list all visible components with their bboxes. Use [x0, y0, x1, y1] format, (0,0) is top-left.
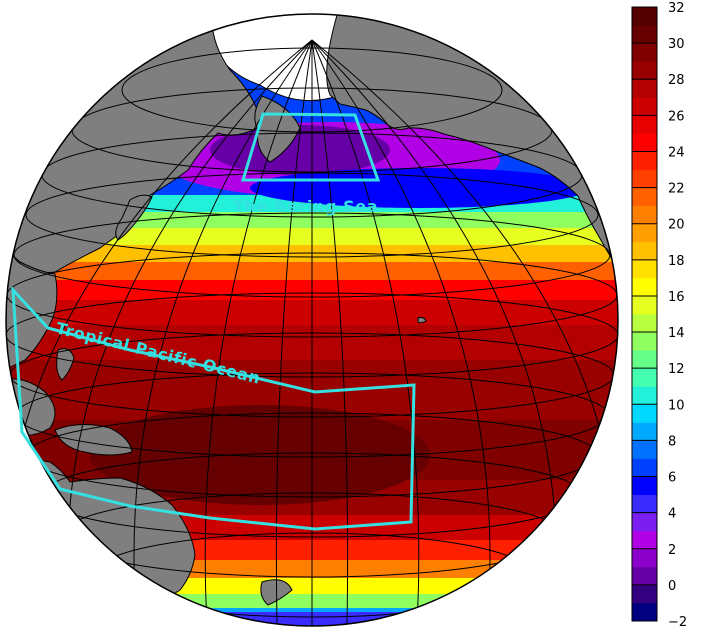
longitude-line [311, 39, 420, 626]
colorbar-tick-label: 32 [668, 1, 685, 16]
warm-pool [90, 405, 430, 505]
colorbar-swatch [632, 97, 657, 116]
north-pacific-cool-band [250, 168, 590, 208]
colorbar-swatch [632, 61, 657, 80]
colorbar-swatch [632, 584, 657, 604]
bering-sea-region-box [240, 112, 381, 182]
colorbar-tick-label: −2 [668, 615, 687, 630]
colorbar-swatch [632, 187, 657, 207]
colorbar-tick-label: 30 [668, 37, 685, 52]
colorbar-swatch [632, 404, 657, 423]
colorbar-swatch [632, 241, 657, 261]
colorbar-swatch [632, 133, 657, 152]
colorbar-tick-label: 14 [668, 326, 685, 341]
colorbar-swatch [632, 115, 657, 134]
colorbar-tick-label: 24 [668, 145, 685, 160]
colorbar-swatch [632, 476, 657, 495]
colorbar-swatch [632, 332, 657, 351]
colorbar-swatch [632, 350, 657, 369]
colorbar-swatch [632, 566, 657, 586]
colorbar-swatch [632, 169, 657, 188]
colorbar-tick-label: 12 [668, 362, 685, 377]
colorbar-swatch [632, 43, 657, 62]
colorbar-swatch [632, 223, 657, 243]
colorbar-tick-label: 20 [668, 218, 685, 233]
colorbar-swatch [632, 314, 657, 333]
colorbar-swatch [632, 458, 657, 477]
colorbar-tick-label: 6 [668, 471, 676, 486]
colorbar-swatch [632, 368, 657, 387]
colorbar-swatch [632, 530, 657, 550]
colorbar-swatch [632, 602, 657, 622]
colorbar-swatch [632, 79, 657, 98]
longitude-line [311, 39, 491, 626]
colorbar-swatch [632, 7, 657, 26]
colorbar-tick-label: 18 [668, 254, 685, 269]
colorbar-tick-label: 4 [668, 507, 676, 522]
colorbar-tick-label: 26 [668, 109, 685, 124]
colorbar-swatch [632, 512, 657, 532]
tropical-pacific-region-box [11, 285, 416, 531]
colorbar-swatch [632, 494, 657, 514]
colorbar-swatch [632, 295, 657, 315]
colorbar-tick-label: 2 [668, 543, 676, 558]
colorbar-swatch [632, 277, 657, 297]
colorbar-swatches [632, 7, 657, 622]
colorbar-tick-label: 28 [668, 73, 685, 88]
colorbar-swatch [632, 151, 657, 170]
land-mass [56, 348, 75, 381]
colorbar-swatch [632, 440, 657, 459]
colorbar-tick-label: 0 [668, 579, 676, 594]
globe-map: The Bering Sea Tropical Pacific Ocean [5, 13, 619, 627]
longitude-line [275, 39, 313, 626]
colorbar-swatch [632, 422, 657, 441]
colorbar-tick-label: 10 [668, 398, 685, 413]
longitude-line [204, 39, 313, 626]
globe-outline [5, 13, 619, 627]
bering-sea-label: The Bering Sea [233, 197, 378, 216]
colorbar-tick-label: 8 [668, 434, 676, 449]
colorbar-swatch [632, 386, 657, 405]
colorbar-tick-label: 16 [668, 290, 685, 305]
colorbar-tick-label: 22 [668, 182, 685, 197]
colorbar-swatch [632, 25, 657, 44]
longitude-line [311, 39, 349, 626]
land-mass [417, 316, 427, 324]
colorbar-swatch [632, 259, 657, 279]
colorbar-swatch [632, 205, 657, 225]
colorbar-swatch [632, 548, 657, 568]
